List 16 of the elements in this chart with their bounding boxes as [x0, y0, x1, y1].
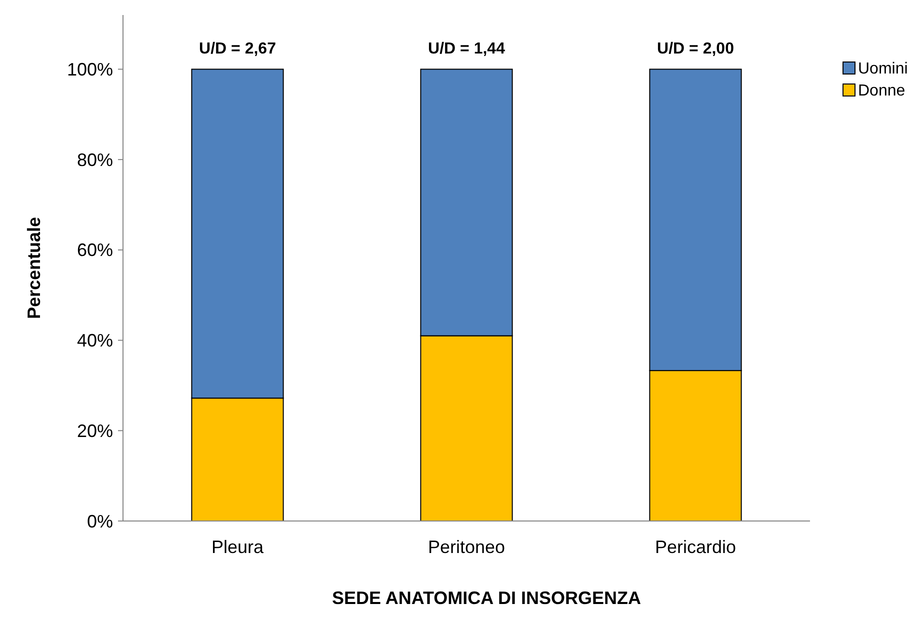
annotation: U/D = 2,00 [657, 40, 734, 58]
y-tick-label: 100% [66, 60, 113, 80]
y-axis-title: Percentuale [24, 216, 44, 320]
y-tick-label: 80% [76, 150, 113, 170]
y-tick-label: 20% [76, 420, 113, 441]
y-tick-label: 0% [86, 511, 113, 532]
legend-label: Donne [858, 82, 906, 100]
x-tick-label: Peritoneo [428, 537, 506, 557]
annotation: U/D = 1,44 [428, 40, 506, 58]
x-tick-label: Pleura [211, 537, 265, 557]
annotation: U/D = 2,67 [199, 40, 276, 58]
y-tick-label: 60% [76, 240, 113, 260]
x-axis-title: SEDE ANATOMICA DI INSORGENZA [332, 588, 642, 608]
y-tick-label: 40% [76, 330, 113, 351]
x-tick-label: Pericardio [654, 537, 736, 557]
legend-label: Uomini [858, 60, 908, 78]
